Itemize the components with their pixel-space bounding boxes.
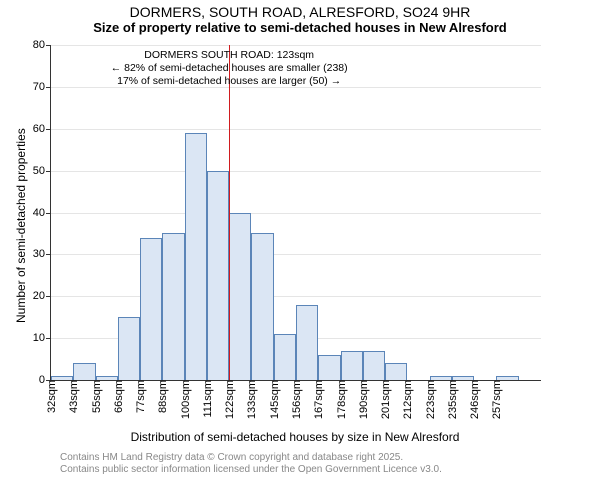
y-axis-label: Number of semi-detached properties <box>14 128 28 323</box>
histogram-bar <box>162 233 184 380</box>
x-tick-label: 133sqm <box>244 380 258 419</box>
annotation-box: DORMERS SOUTH ROAD: 123sqm← 82% of semi-… <box>111 49 348 88</box>
x-tick-label: 145sqm <box>267 380 281 419</box>
y-tick-label: 30 <box>33 248 51 260</box>
gridline <box>51 171 541 172</box>
histogram-bar <box>229 213 251 381</box>
footer-line-1: Contains HM Land Registry data © Crown c… <box>60 452 442 464</box>
y-tick-label: 70 <box>33 81 51 93</box>
annotation-line-1: DORMERS SOUTH ROAD: 123sqm <box>111 49 348 62</box>
histogram-bar <box>207 171 229 380</box>
x-tick-label: 190sqm <box>356 380 370 419</box>
histogram-bar <box>185 133 207 380</box>
x-tick-label: 66sqm <box>111 380 125 413</box>
x-tick-label: 156sqm <box>289 380 303 419</box>
x-tick-label: 223sqm <box>423 380 437 419</box>
x-tick-label: 212sqm <box>400 380 414 419</box>
histogram-bar <box>363 351 385 380</box>
plot-area: 0102030405060708032sqm43sqm55sqm66sqm77s… <box>50 45 541 381</box>
histogram-chart: 0102030405060708032sqm43sqm55sqm66sqm77s… <box>0 35 600 455</box>
histogram-bar <box>341 351 363 380</box>
y-tick-label: 80 <box>33 39 51 51</box>
y-tick-label: 50 <box>33 165 51 177</box>
histogram-bar <box>296 305 318 380</box>
annotation-line-2: ← 82% of semi-detached houses are smalle… <box>111 62 348 75</box>
x-tick-label: 32sqm <box>44 380 58 413</box>
annotation-line-3: 17% of semi-detached houses are larger (… <box>111 75 348 88</box>
footer-line-2: Contains public sector information licen… <box>60 464 442 476</box>
histogram-bar <box>318 355 340 380</box>
x-axis-label: Distribution of semi-detached houses by … <box>50 430 540 444</box>
page-subtitle: Size of property relative to semi-detach… <box>0 20 600 35</box>
x-tick-label: 201sqm <box>378 380 392 419</box>
x-tick-label: 88sqm <box>155 380 169 413</box>
y-tick-label: 10 <box>33 332 51 344</box>
x-tick-label: 257sqm <box>489 380 503 419</box>
gridline <box>51 254 541 255</box>
x-tick-label: 122sqm <box>222 380 236 419</box>
x-tick-label: 167sqm <box>311 380 325 419</box>
gridline <box>51 45 541 46</box>
x-tick-label: 111sqm <box>200 380 214 418</box>
histogram-bar <box>118 317 140 380</box>
gridline <box>51 213 541 214</box>
x-tick-label: 55sqm <box>89 380 103 413</box>
histogram-bar <box>385 363 407 380</box>
x-tick-label: 77sqm <box>133 380 147 413</box>
y-tick-label: 20 <box>33 290 51 302</box>
y-tick-label: 40 <box>33 207 51 219</box>
page-title: DORMERS, SOUTH ROAD, ALRESFORD, SO24 9HR <box>0 4 600 20</box>
x-tick-label: 246sqm <box>467 380 481 419</box>
histogram-bar <box>251 233 273 380</box>
x-tick-label: 235sqm <box>445 380 459 419</box>
gridline <box>51 129 541 130</box>
x-tick-label: 100sqm <box>178 380 192 419</box>
y-tick-label: 60 <box>33 123 51 135</box>
histogram-bar <box>140 238 162 380</box>
x-tick-label: 178sqm <box>334 380 348 419</box>
histogram-bar <box>274 334 296 380</box>
reference-line <box>229 45 230 380</box>
attribution-footer: Contains HM Land Registry data © Crown c… <box>60 452 442 476</box>
histogram-bar <box>73 363 95 380</box>
gridline <box>51 296 541 297</box>
x-tick-label: 43sqm <box>66 380 80 413</box>
